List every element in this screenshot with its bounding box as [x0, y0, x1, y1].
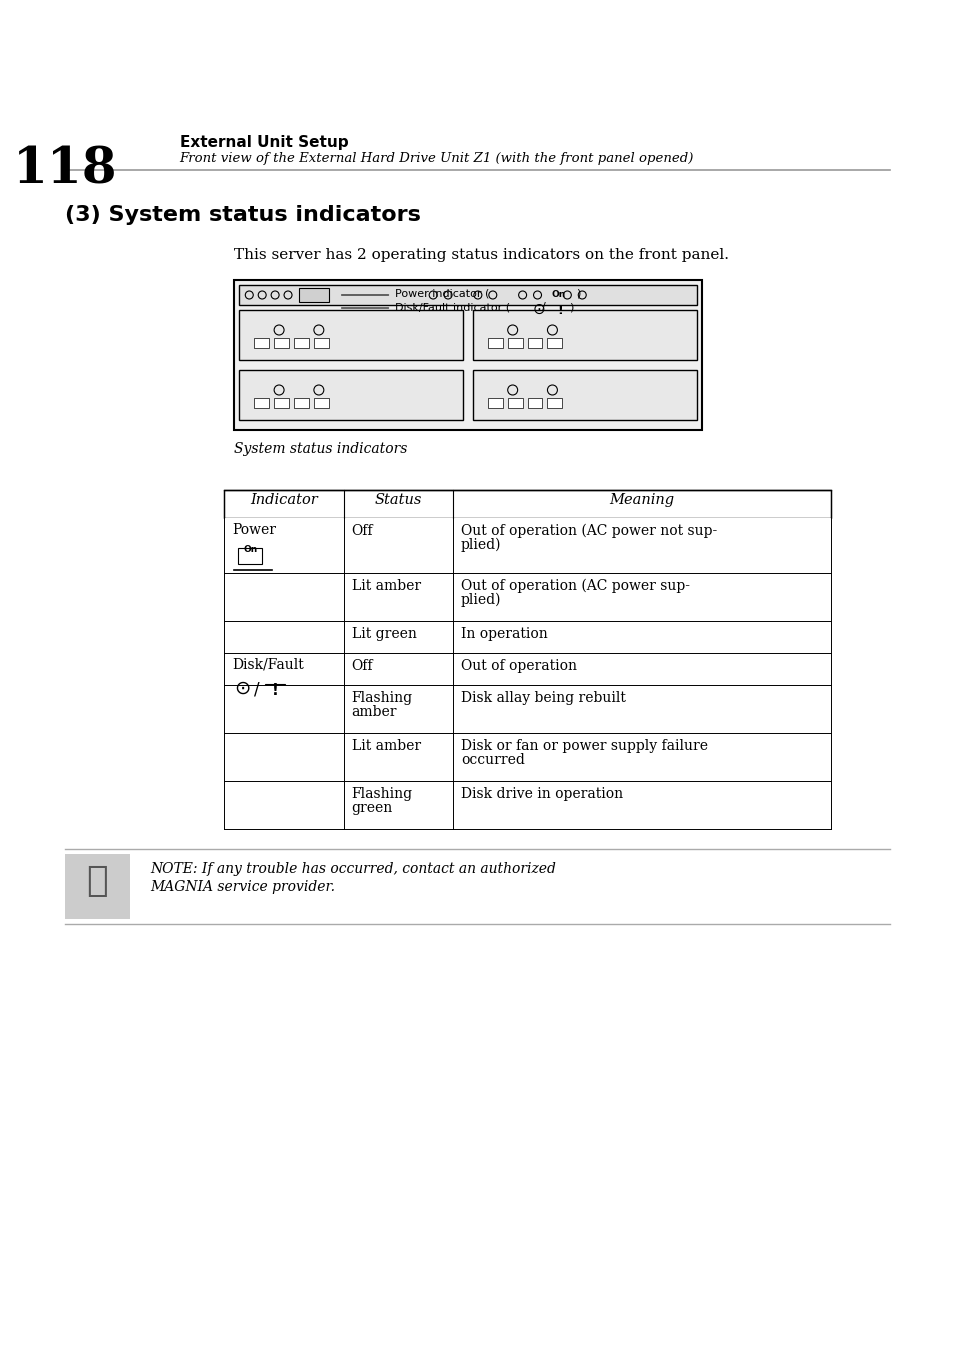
Text: Off: Off: [352, 659, 373, 673]
Bar: [224, 490, 830, 517]
Bar: [507, 399, 522, 408]
Text: Disk/Fault: Disk/Fault: [233, 658, 304, 671]
FancyBboxPatch shape: [265, 684, 285, 703]
Text: Disk allay being rebuilt: Disk allay being rebuilt: [460, 690, 625, 705]
Bar: [507, 338, 522, 349]
Bar: [314, 399, 329, 408]
Bar: [298, 288, 329, 303]
Bar: [239, 285, 696, 305]
Text: !: !: [272, 684, 278, 698]
Bar: [527, 399, 542, 408]
Text: Out of operation (AC power sup-: Out of operation (AC power sup-: [460, 580, 689, 593]
Text: NOTE: If any trouble has occurred, contact an authorized: NOTE: If any trouble has occurred, conta…: [150, 862, 556, 875]
Text: Lit amber: Lit amber: [352, 739, 420, 753]
Bar: [487, 399, 502, 408]
Text: On: On: [243, 544, 257, 554]
Text: 📄: 📄: [87, 865, 108, 898]
Bar: [527, 338, 542, 349]
FancyBboxPatch shape: [551, 300, 569, 316]
Text: 118: 118: [13, 145, 117, 195]
Text: Out of operation (AC power not sup-: Out of operation (AC power not sup-: [460, 524, 717, 539]
Bar: [254, 338, 269, 349]
Text: /: /: [254, 681, 259, 698]
Bar: [234, 280, 700, 430]
Text: This server has 2 operating status indicators on the front panel.: This server has 2 operating status indic…: [234, 249, 729, 262]
Text: Front view of the External Hard Drive Unit Z1 (with the front panel opened): Front view of the External Hard Drive Un…: [179, 153, 694, 165]
Text: Lit green: Lit green: [352, 627, 416, 640]
Text: Out of operation: Out of operation: [460, 659, 577, 673]
Text: Flashing: Flashing: [352, 690, 413, 705]
Bar: [487, 338, 502, 349]
Bar: [224, 621, 830, 653]
Text: Indicator: Indicator: [250, 493, 317, 507]
Bar: [254, 399, 269, 408]
Text: Disk drive in operation: Disk drive in operation: [460, 788, 622, 801]
Text: amber: amber: [352, 705, 396, 719]
Text: Disk/Fault indicator (: Disk/Fault indicator (: [395, 303, 510, 312]
Bar: [473, 309, 696, 359]
Text: ⊙: ⊙: [532, 303, 545, 317]
Bar: [224, 734, 830, 781]
FancyBboxPatch shape: [546, 285, 570, 301]
Text: Meaning: Meaning: [609, 493, 674, 507]
Bar: [224, 685, 830, 734]
FancyBboxPatch shape: [238, 549, 262, 563]
Bar: [239, 309, 462, 359]
Text: ): ): [569, 303, 573, 312]
Bar: [66, 854, 130, 919]
Bar: [547, 399, 561, 408]
Text: plied): plied): [460, 593, 501, 608]
Text: ⊙: ⊙: [234, 680, 251, 698]
Text: Flashing: Flashing: [352, 788, 413, 801]
Bar: [274, 338, 289, 349]
Text: Power: Power: [233, 523, 276, 536]
Bar: [239, 370, 462, 420]
Text: occurred: occurred: [460, 753, 524, 767]
Text: /: /: [542, 303, 546, 312]
Text: green: green: [352, 801, 393, 815]
Bar: [294, 399, 309, 408]
Text: In operation: In operation: [460, 627, 547, 640]
Bar: [314, 338, 329, 349]
Bar: [224, 573, 830, 621]
Text: Off: Off: [352, 524, 373, 538]
Text: Lit amber: Lit amber: [352, 580, 420, 593]
Bar: [224, 781, 830, 830]
Text: Disk or fan or power supply failure: Disk or fan or power supply failure: [460, 739, 707, 753]
Text: (3) System status indicators: (3) System status indicators: [66, 205, 421, 226]
Bar: [294, 338, 309, 349]
Bar: [274, 399, 289, 408]
Bar: [547, 338, 561, 349]
Text: ): ): [570, 288, 581, 299]
Text: External Unit Setup: External Unit Setup: [179, 135, 348, 150]
Bar: [224, 517, 830, 573]
Text: Power indicator (: Power indicator (: [395, 288, 489, 299]
Bar: [224, 653, 830, 685]
Text: System status indicators: System status indicators: [234, 442, 407, 457]
Text: MAGNIA service provider.: MAGNIA service provider.: [150, 880, 335, 894]
Text: !: !: [557, 304, 562, 317]
Text: On: On: [551, 290, 565, 299]
Text: Status: Status: [375, 493, 421, 507]
Text: plied): plied): [460, 538, 501, 553]
Bar: [473, 370, 696, 420]
